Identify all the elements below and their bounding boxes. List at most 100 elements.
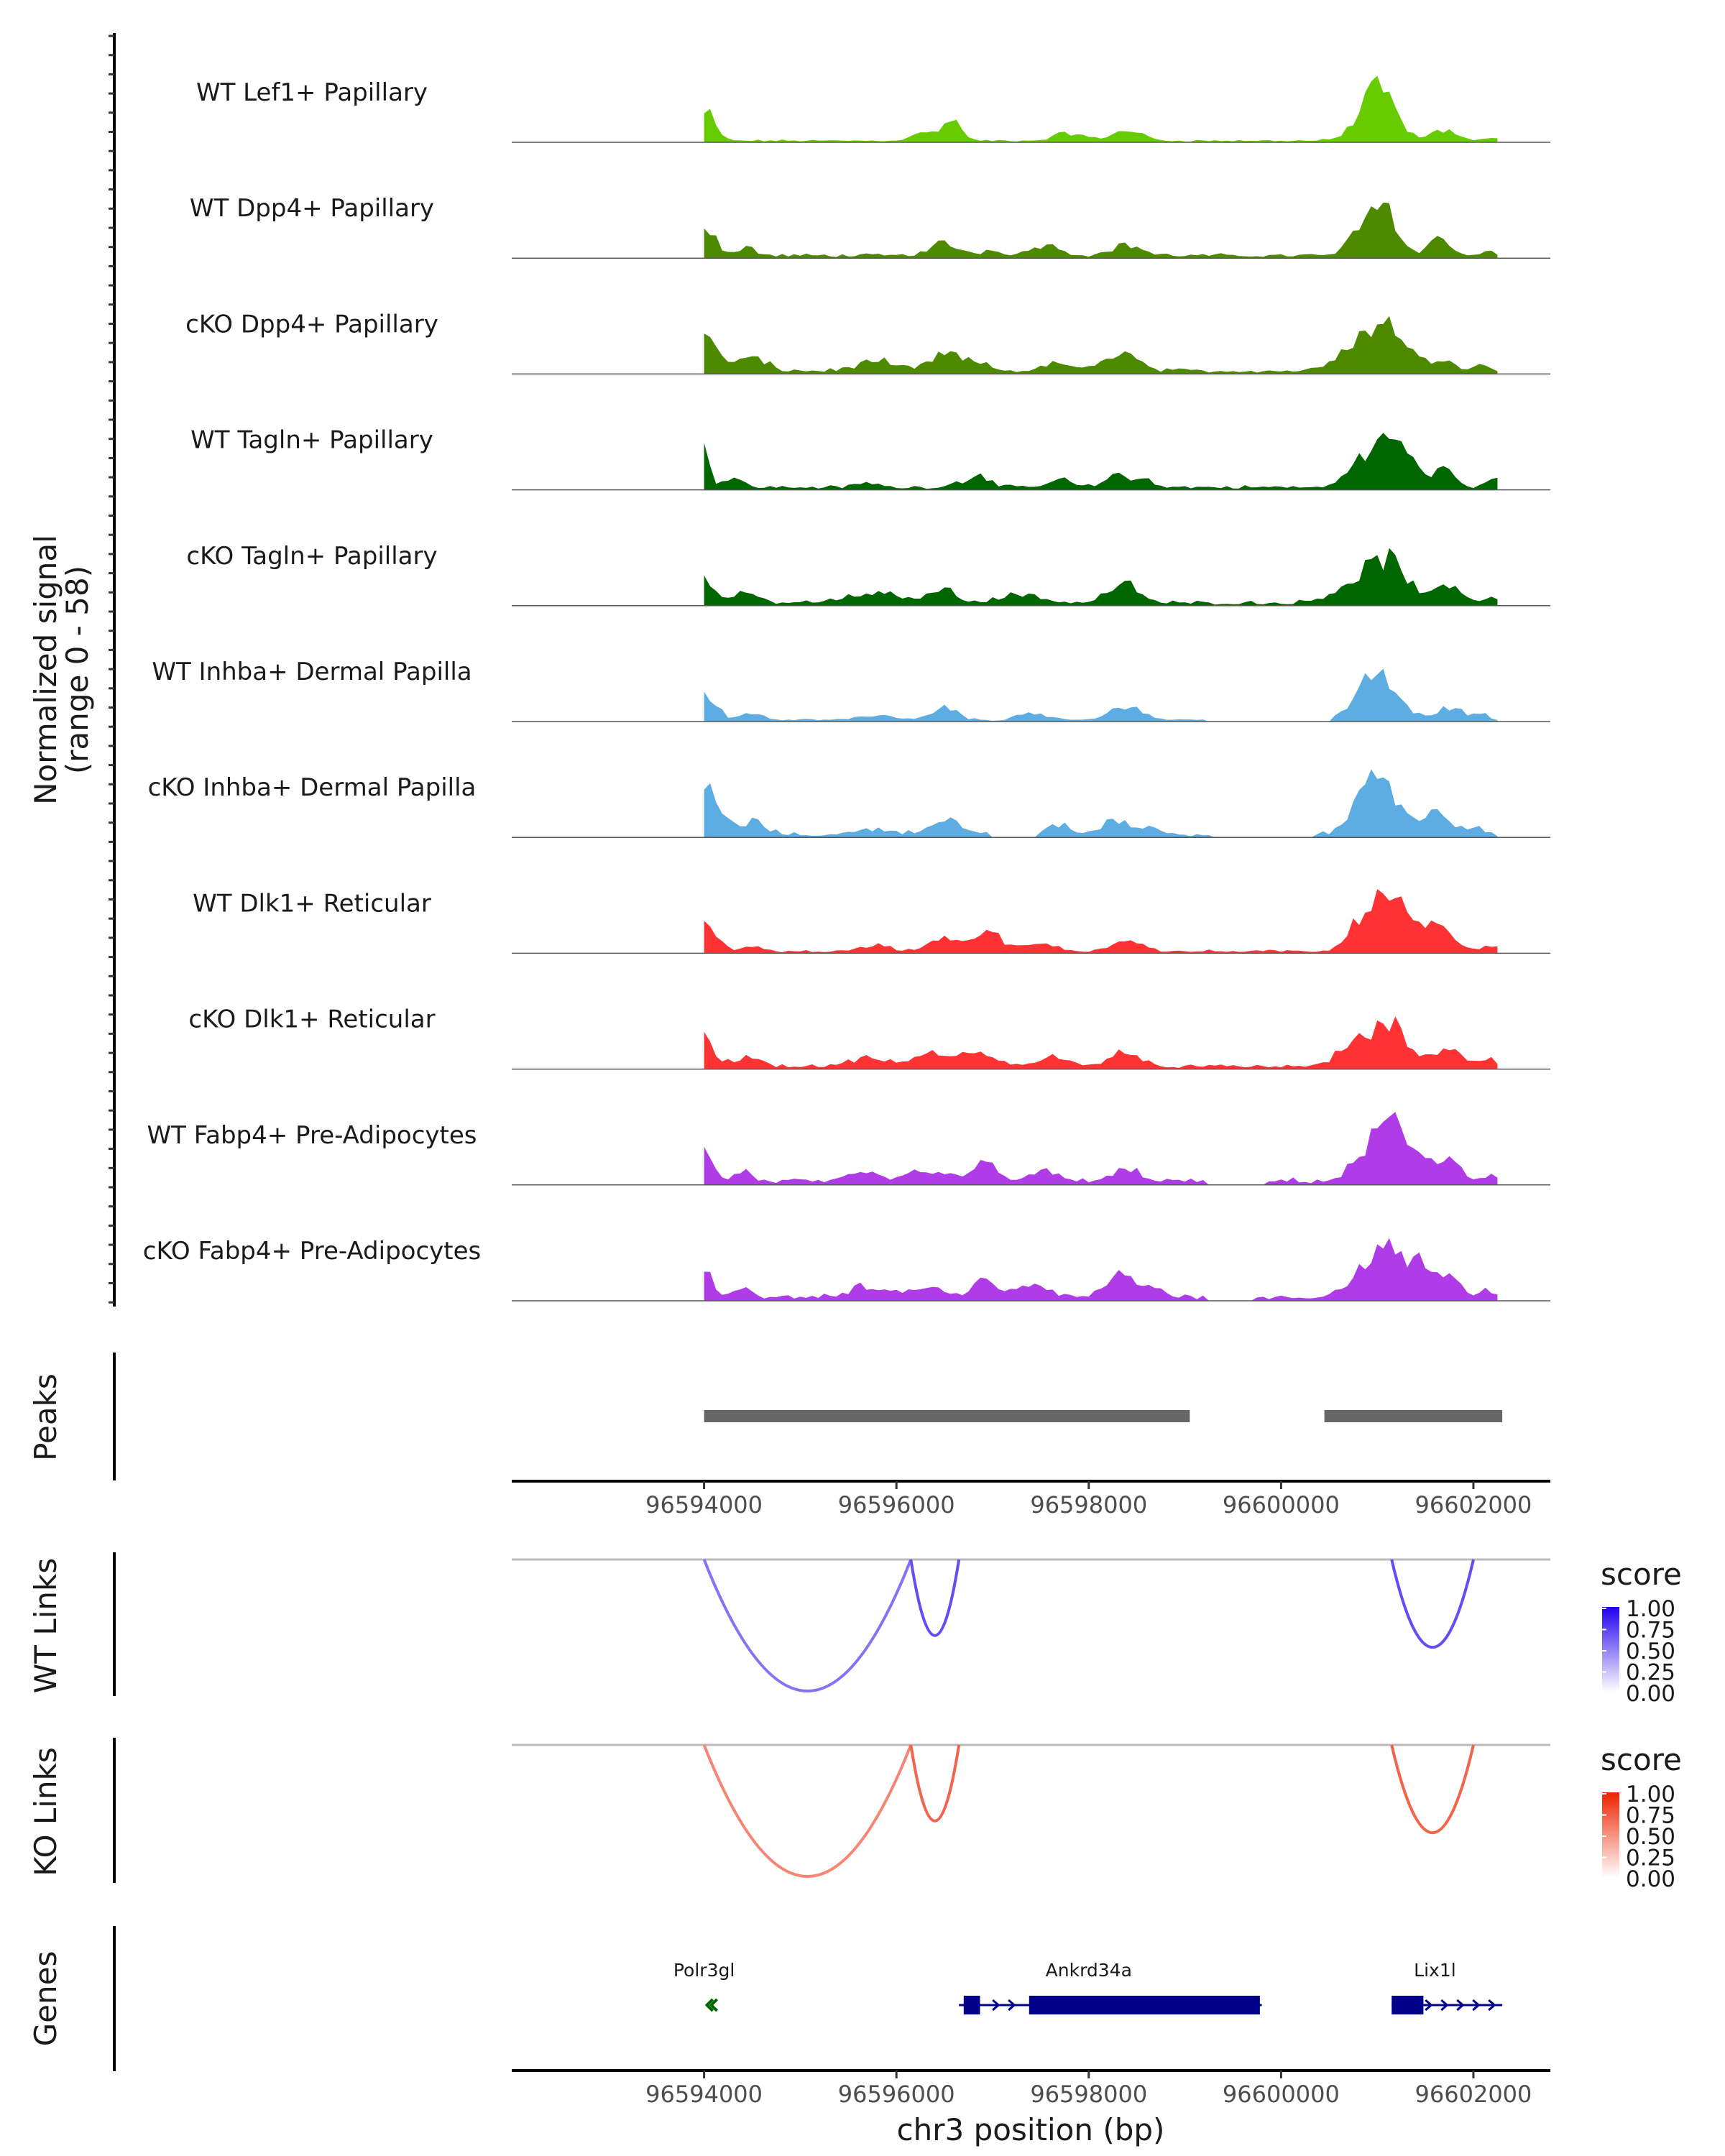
- coverage-track: WT Fabp4+ Pre-Adipocytes: [147, 1112, 1550, 1186]
- coverage-area: [704, 889, 1498, 954]
- strand-arrow: [1472, 1999, 1481, 2012]
- strand-arrow: [704, 1998, 714, 2012]
- coverage-area: [704, 433, 1498, 490]
- coverage-area: [704, 1112, 1498, 1185]
- x-axis-title: chr3 position (bp): [897, 2112, 1165, 2147]
- track-label: WT Tagln+ Papillary: [190, 426, 433, 455]
- strand-arrow: [1488, 1999, 1496, 2012]
- track-label: WT Fabp4+ Pre-Adipocytes: [147, 1121, 477, 1150]
- legend-tick-label: 0.25: [1626, 1846, 1675, 1871]
- coverage-track: WT Lef1+ Papillary: [196, 75, 1550, 143]
- track-label: cKO Fabp4+ Pre-Adipocytes: [143, 1237, 482, 1266]
- wt-score-legend: score 1.000.750.500.250.00: [1601, 1557, 1682, 1707]
- x-tick-label: 96598000: [1030, 2081, 1147, 2108]
- coverage-y-title: Normalized signal: [28, 535, 63, 805]
- wt-legend-ticks: 1.000.750.500.250.00: [1602, 1596, 1675, 1707]
- ko-score-legend: score 1.000.750.500.250.00: [1601, 1742, 1682, 1892]
- ko-legend-ticks: 1.000.750.500.250.00: [1602, 1782, 1675, 1892]
- coverage-area: [704, 1016, 1498, 1069]
- strand-arrow: [1456, 1999, 1465, 2012]
- legend-tick-label: 1.00: [1626, 1782, 1675, 1807]
- link-arc: [909, 1744, 961, 1823]
- gene-label: Ankrd34a: [1046, 1960, 1132, 1981]
- gene-model: Lix1l: [1392, 1960, 1503, 2014]
- peak-segment: [704, 1410, 1190, 1422]
- x-tick-label: 96602000: [1415, 2081, 1532, 2108]
- track-label: WT Dpp4+ Papillary: [190, 194, 434, 223]
- strand-arrow: [1425, 1999, 1433, 2012]
- genes-y-title: Genes: [28, 1951, 63, 2047]
- track-label: WT Dlk1+ Reticular: [193, 889, 431, 918]
- track-label: cKO Tagln+ Papillary: [186, 542, 437, 571]
- legend-tick-label: 0.50: [1626, 1639, 1675, 1664]
- legend-tick-label: 0.25: [1626, 1660, 1675, 1686]
- legend-tick-label: 0.50: [1626, 1824, 1675, 1850]
- wt-links-panel: WT Links score 1.000.750.500.250.00: [28, 1552, 1682, 1707]
- coverage-area: [704, 75, 1498, 142]
- ko-legend-title: score: [1601, 1742, 1682, 1777]
- ko-legend-colorbar: [1602, 1792, 1619, 1877]
- track-label: cKO Dlk1+ Reticular: [188, 1005, 435, 1034]
- coverage-area: [704, 315, 1498, 374]
- gene-model: Polr3gl: [673, 1960, 735, 2012]
- x-tick-label: 96594000: [645, 2081, 763, 2108]
- coverage-area: [704, 548, 1498, 606]
- link-arc: [702, 1744, 913, 1878]
- strand-arrow: [1008, 1999, 1016, 2012]
- legend-tick-label: 0.75: [1626, 1803, 1675, 1829]
- coverage-track: WT Dpp4+ Papillary: [190, 194, 1550, 259]
- gene-model: Ankrd34a: [959, 1960, 1262, 2014]
- x-tick-label: 96602000: [1415, 1491, 1532, 1519]
- link-arc: [702, 1559, 913, 1692]
- wt-links-y-title: WT Links: [28, 1558, 63, 1693]
- wt-link-arcs: [702, 1559, 1475, 1692]
- legend-tick-label: 0.75: [1626, 1618, 1675, 1644]
- ko-links-panel: KO Links score 1.000.750.500.250.00: [28, 1738, 1682, 1892]
- coverage-track: cKO Fabp4+ Pre-Adipocytes: [143, 1237, 1550, 1302]
- x-tick-label: 96600000: [1223, 2081, 1340, 2108]
- strand-arrow: [1440, 1999, 1449, 2012]
- x-tick-label: 96596000: [838, 1491, 955, 1519]
- coverage-tracks: WT Lef1+ Papillary WT Dpp4+ Papillary cKO …: [143, 75, 1550, 1302]
- wt-legend-colorbar: [1602, 1607, 1619, 1692]
- gene-exon: [1029, 1996, 1260, 2014]
- peak-segments: [704, 1410, 1503, 1422]
- track-label: cKO Dpp4+ Papillary: [185, 310, 438, 338]
- x-tick-label: 96594000: [645, 1491, 763, 1519]
- legend-tick-label: 0.00: [1626, 1866, 1675, 1892]
- ko-links-y-title: KO Links: [28, 1747, 63, 1876]
- coverage-area: [704, 668, 1498, 722]
- strand-arrow: [709, 1998, 719, 2012]
- track-label: WT Inhba+ Dermal Papilla: [152, 658, 472, 686]
- coverage-track: cKO Dpp4+ Papillary: [185, 310, 1550, 375]
- peaks-panel: Peaks 96594000 96596000 96598000 96600000 96…: [28, 1353, 1550, 1519]
- coverage-area: [704, 769, 1498, 838]
- gene-exon: [1392, 1996, 1424, 2014]
- link-arc: [909, 1559, 961, 1637]
- peaks-y-title: Peaks: [28, 1373, 63, 1461]
- x-tick-label: 96598000: [1030, 1491, 1147, 1519]
- strand-arrow: [992, 1999, 1000, 2012]
- gene-models: Polr3gl Ankrd34a Lix1l: [673, 1960, 1503, 2014]
- wt-legend-title: score: [1601, 1557, 1682, 1592]
- gene-label: Lix1l: [1414, 1960, 1456, 1981]
- coverage-y-range: (range 0 - 58): [60, 566, 95, 774]
- coverage-track: cKO Tagln+ Papillary: [186, 542, 1550, 607]
- legend-tick-label: 1.00: [1626, 1596, 1675, 1622]
- ko-link-arcs: [702, 1744, 1475, 1878]
- coverage-track: WT Tagln+ Papillary: [190, 426, 1550, 491]
- coverage-panel: Normalized signal (range 0 - 58) WT Lef1…: [28, 33, 1550, 1307]
- x-tick-label: 96600000: [1223, 1491, 1340, 1519]
- coverage-track: WT Dlk1+ Reticular: [193, 889, 1550, 954]
- track-label: WT Lef1+ Papillary: [196, 78, 428, 107]
- coverage-area: [704, 202, 1498, 259]
- link-arc: [1390, 1744, 1475, 1835]
- gene-exon: [963, 1996, 980, 2014]
- peak-segment: [1324, 1410, 1503, 1422]
- peaks-x-axis-ticks: 96594000 96596000 96598000 96600000 96602000: [645, 1481, 1532, 1519]
- coverage-track: cKO Inhba+ Dermal Papilla: [148, 769, 1550, 838]
- coverage-area: [704, 1238, 1498, 1301]
- link-arc: [1390, 1559, 1475, 1649]
- legend-tick-label: 0.00: [1626, 1681, 1675, 1707]
